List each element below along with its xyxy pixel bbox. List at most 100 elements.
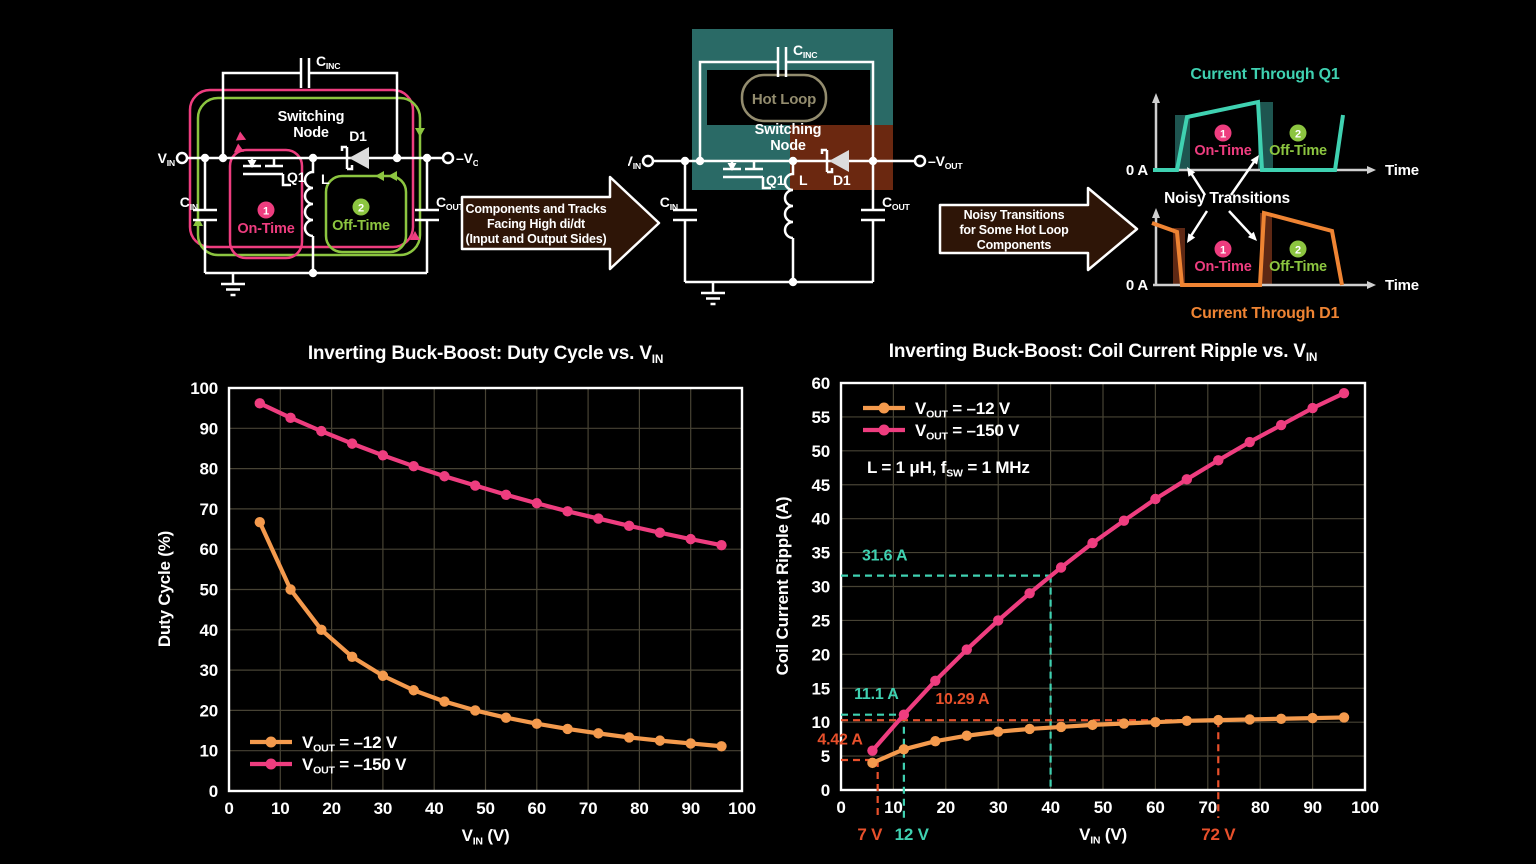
series-line <box>257 521 722 749</box>
cinc-label: CINC <box>316 53 341 71</box>
off-time-label: Off-Time <box>332 218 390 234</box>
cinc-loop <box>221 58 399 158</box>
x-tick-label: 0 <box>224 799 233 818</box>
y-tick-label: 40 <box>811 510 830 529</box>
on-time-badge <box>1214 124 1232 142</box>
y-tick-label: 5 <box>821 747 830 766</box>
noisy-arrowhead <box>1187 233 1196 243</box>
data-point-marker <box>623 732 635 743</box>
legend-label: VOUT = –12 V <box>302 733 398 755</box>
y-tick-label: 45 <box>811 476 830 495</box>
arrow-text: Components <box>977 238 1052 252</box>
y-axis-label: Duty Cycle (%) <box>155 531 174 647</box>
zero-amp-label: 0 A <box>1126 277 1149 294</box>
data-point-marker <box>1338 387 1350 399</box>
green-arrowhead <box>388 171 397 181</box>
zero-amp-label: 0 A <box>1126 162 1149 179</box>
noisy-arrow <box>1229 158 1258 196</box>
cout-label: COUT <box>882 194 911 212</box>
y-tick-label: 0 <box>821 781 830 800</box>
d1-label: D1 <box>349 128 367 144</box>
legend-label: VOUT = –150 V <box>915 421 1020 443</box>
vin-label: VIN <box>158 150 175 168</box>
y-tick-label: 30 <box>199 661 218 680</box>
legend-swatch-marker <box>878 402 890 414</box>
data-point-marker <box>930 675 941 686</box>
y-tick-label: 90 <box>199 419 218 438</box>
x-tick-label: 70 <box>1199 798 1218 817</box>
junction-dot <box>788 277 798 287</box>
pink-arrowhead <box>233 143 245 153</box>
data-point-marker <box>562 506 573 517</box>
arrow-text: Components and Tracks <box>466 202 607 216</box>
data-point-marker <box>531 498 542 509</box>
y-tick-label: 20 <box>199 701 218 720</box>
y-tick-label: 60 <box>199 540 218 559</box>
q1-label: Q1 <box>766 172 785 188</box>
data-point-marker <box>593 728 604 739</box>
y-tick-label: 50 <box>811 442 830 461</box>
series-line <box>258 401 722 548</box>
vout-label: –VOUT <box>928 153 963 171</box>
data-point-marker <box>439 471 450 482</box>
data-point-marker <box>470 480 481 491</box>
on-time-badge-number: 1 <box>1220 129 1226 141</box>
outer-off-time-loop <box>196 96 422 257</box>
data-point-marker <box>500 712 512 723</box>
data-point-marker <box>1275 713 1287 724</box>
vin-terminal <box>641 154 655 168</box>
off-time-badge-number: 2 <box>1295 129 1301 141</box>
data-point-marker <box>346 438 358 449</box>
data-point-marker <box>285 412 296 424</box>
y-tick-label: 70 <box>199 500 218 519</box>
q1-current-trace <box>1153 99 1345 172</box>
on-time-badge-number: 1 <box>1220 245 1226 257</box>
data-point-marker <box>254 398 265 409</box>
junction-dot <box>392 153 402 163</box>
data-point-marker <box>1275 419 1287 431</box>
x-tick-label: 40 <box>425 799 444 818</box>
q1-waveform-title: Current Through Q1 <box>1190 66 1340 83</box>
off-time-badge-number: 2 <box>1295 245 1301 257</box>
noisy-transitions-label: Noisy Transitions <box>1164 190 1290 207</box>
data-point-marker <box>867 757 878 769</box>
cin-branch <box>193 158 217 273</box>
x-tick-label: 10 <box>271 799 290 818</box>
data-point-marker <box>316 624 327 635</box>
data-point-marker <box>623 520 635 532</box>
annotation-axis-label: 7 V <box>857 825 883 844</box>
y-tick-label: 15 <box>811 679 830 698</box>
x-tick-label: 60 <box>528 799 547 818</box>
cinc-label: CINC <box>793 42 818 60</box>
x-tick-label: 30 <box>374 799 393 818</box>
pink-arrowhead <box>235 131 247 141</box>
on-time-badge <box>1214 240 1232 258</box>
x-tick-label: 70 <box>579 799 598 818</box>
data-point-marker <box>500 489 512 500</box>
data-point-marker <box>377 450 389 461</box>
data-point-marker <box>1024 588 1035 599</box>
arrow-text: (Input and Output Sides) <box>465 232 606 246</box>
q1-time-axis-arrow <box>1367 166 1376 174</box>
legend-label: VOUT = –150 V <box>302 755 407 777</box>
x-tick-label: 40 <box>1041 798 1060 817</box>
junction-dot <box>308 153 318 163</box>
d1-diode <box>829 150 849 172</box>
data-point-marker <box>1150 493 1161 505</box>
y-tick-label: 35 <box>811 544 830 563</box>
data-point-marker <box>1087 719 1098 731</box>
off-time-loop <box>324 174 408 254</box>
data-point-marker <box>716 539 727 551</box>
data-point-marker <box>716 741 727 752</box>
vout-terminal <box>913 154 927 168</box>
x-tick-label: 60 <box>1146 798 1165 817</box>
data-point-marker <box>1055 721 1067 733</box>
y-tick-label: 100 <box>190 379 218 398</box>
cout-label: COUT <box>436 194 465 212</box>
data-point-marker <box>531 718 542 729</box>
data-point-marker <box>377 670 389 681</box>
on-time-loop <box>228 148 304 260</box>
arrow-shape <box>460 175 661 271</box>
data-point-marker <box>1024 723 1035 735</box>
pink-arrowhead <box>410 231 420 240</box>
